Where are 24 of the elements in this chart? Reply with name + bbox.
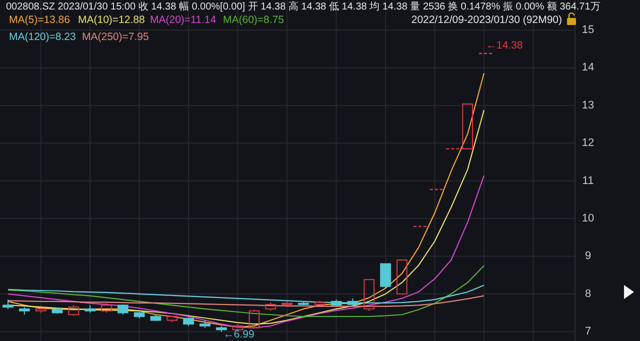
y-tick-label: 7 (584, 325, 592, 338)
line-series (7, 265, 485, 318)
line-series (7, 72, 485, 328)
text: 2022/12/09-2023/01/30 (92M90) (411, 14, 562, 26)
text: MA(20)=11.14 (150, 14, 216, 26)
line-series (7, 284, 485, 304)
annotation: ←14.38 (486, 39, 523, 52)
chart-title: 002808.SZ 2023/01/30 15:00 收 14.38 幅 0.00%[0.00] 开 14.38 高 14.38 低 14.38 均 14.38 量 2536 换 0.1478% 振 0.00% 额 364.71万 (6, 0, 600, 13)
text: MA(5)=13.86 (9, 14, 70, 26)
text: MA(10)=12.88 (78, 14, 145, 26)
text: MA(250)=7.95 (82, 30, 149, 43)
text: MA(60)=8.75 (223, 14, 284, 26)
y-tick-label: 13 (582, 99, 594, 112)
y-tick-label: 10 (582, 212, 594, 224)
y-tick-label: 15 (582, 24, 594, 36)
text: MA(120)=8.23 (9, 30, 76, 43)
annotation: ←6.99 (223, 328, 254, 341)
line-series (7, 175, 485, 328)
y-tick-label: 14 (582, 62, 594, 74)
y-tick-label: 12 (582, 137, 594, 150)
y-tick-label: 8 (584, 288, 592, 300)
y-tick-label: 9 (584, 250, 592, 262)
y-tick-label: 11 (582, 174, 594, 187)
line-series (7, 295, 485, 307)
